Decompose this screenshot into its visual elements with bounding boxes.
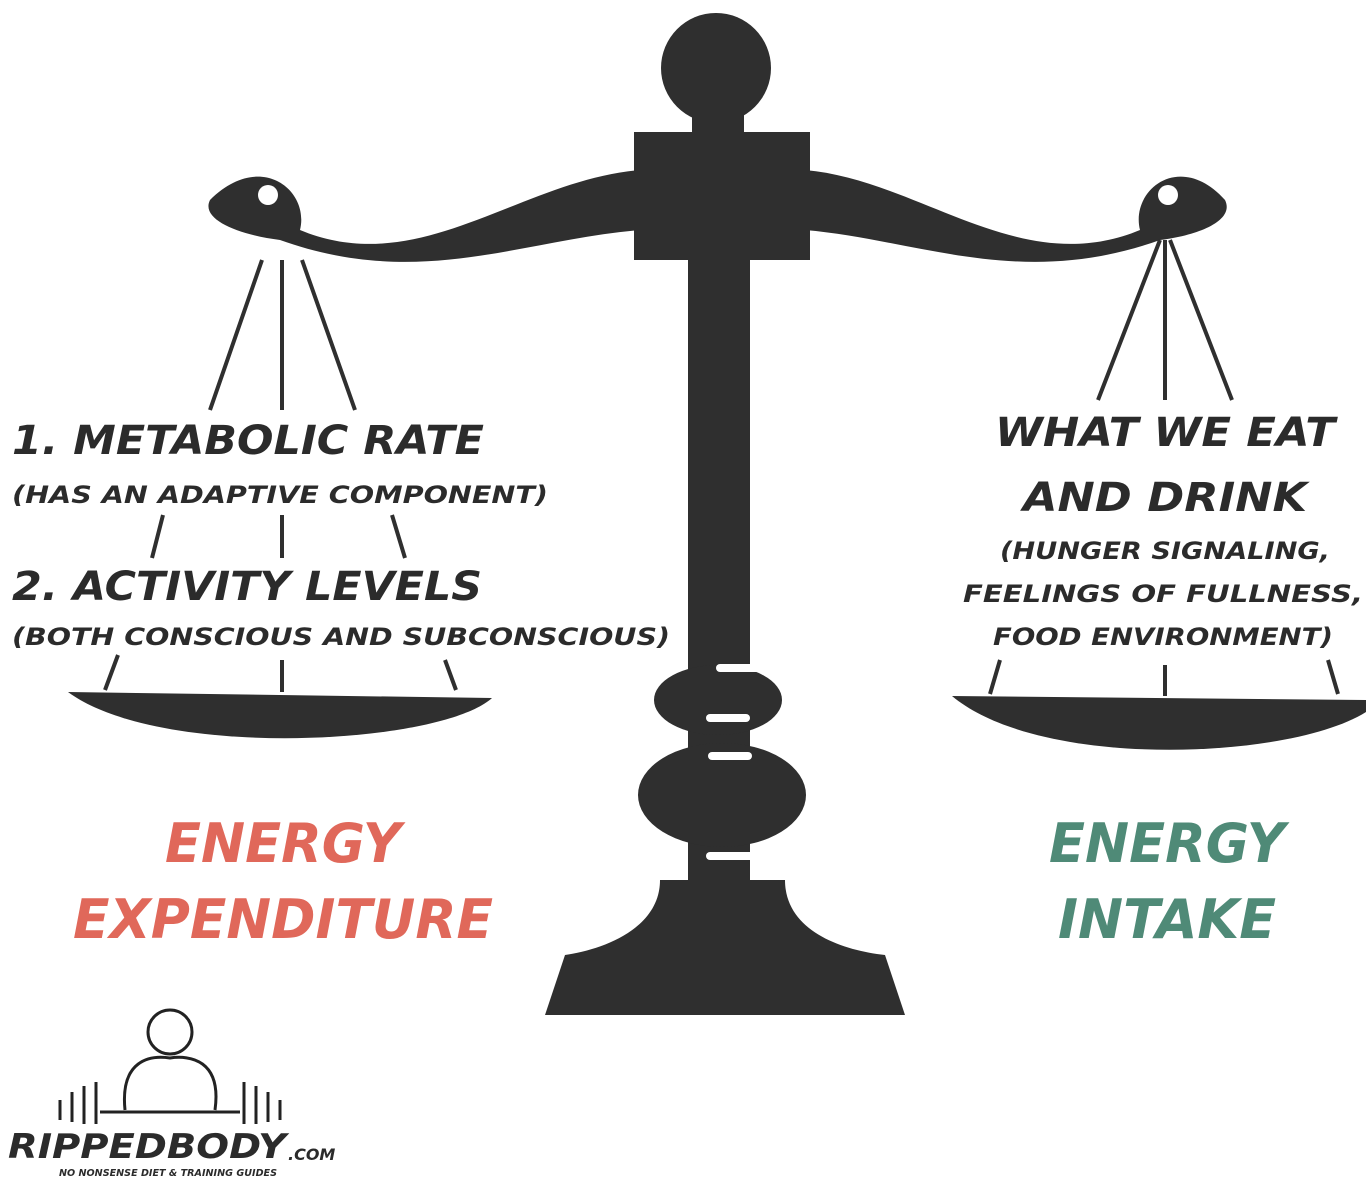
- left-line: (HAS AN ADAPTIVE COMPONENT): [12, 481, 548, 509]
- right-line: FEELINGS OF FULLNESS,: [963, 580, 1363, 608]
- pan-right: [952, 696, 1366, 750]
- curl-right: [1158, 185, 1178, 205]
- strings: [103, 239, 1340, 696]
- left-line: 1. METABOLIC RATE: [12, 418, 484, 464]
- logo: RIPPEDBODY .COM NO NONSENSE DIET & TRAIN…: [8, 1008, 335, 1179]
- scale-base: [545, 880, 905, 1015]
- left-text: 1. METABOLIC RATE (HAS AN ADAPTIVE COMPO…: [12, 418, 670, 951]
- right-text: WHAT WE EAT AND DRINK (HUNGER SIGNALING,…: [963, 410, 1363, 951]
- right-line: (HUNGER SIGNALING,: [1000, 537, 1330, 565]
- right-label: INTAKE: [1058, 888, 1276, 951]
- scale-box: [634, 132, 810, 260]
- logo-tagline: NO NONSENSE DIET & TRAINING GUIDES: [59, 1168, 277, 1179]
- beam-left: [208, 170, 640, 262]
- left-label: EXPENDITURE: [73, 888, 493, 951]
- left-line: 2. ACTIVITY LEVELS: [12, 564, 482, 610]
- logo-suffix: .COM: [288, 1145, 335, 1164]
- left-label: ENERGY: [165, 812, 406, 875]
- right-line: FOOD ENVIRONMENT): [993, 623, 1333, 651]
- logo-body: [122, 1055, 218, 1111]
- logo-barbell: [58, 1082, 282, 1124]
- right-line: AND DRINK: [1020, 475, 1311, 521]
- left-line: (BOTH CONSCIOUS AND SUBCONSCIOUS): [12, 623, 670, 651]
- right-label: ENERGY: [1049, 812, 1290, 875]
- scale-knob: [661, 13, 771, 123]
- beam-right: [805, 170, 1227, 262]
- scale: [68, 13, 1366, 1015]
- logo-name: RIPPEDBODY: [8, 1127, 290, 1167]
- pan-left: [68, 692, 492, 739]
- ring-highlights: [706, 664, 760, 860]
- right-line: WHAT WE EAT: [995, 410, 1338, 456]
- curl-left: [258, 185, 278, 205]
- column-ring: [638, 743, 806, 847]
- logo-head: [146, 1008, 194, 1056]
- column-ring: [654, 665, 782, 735]
